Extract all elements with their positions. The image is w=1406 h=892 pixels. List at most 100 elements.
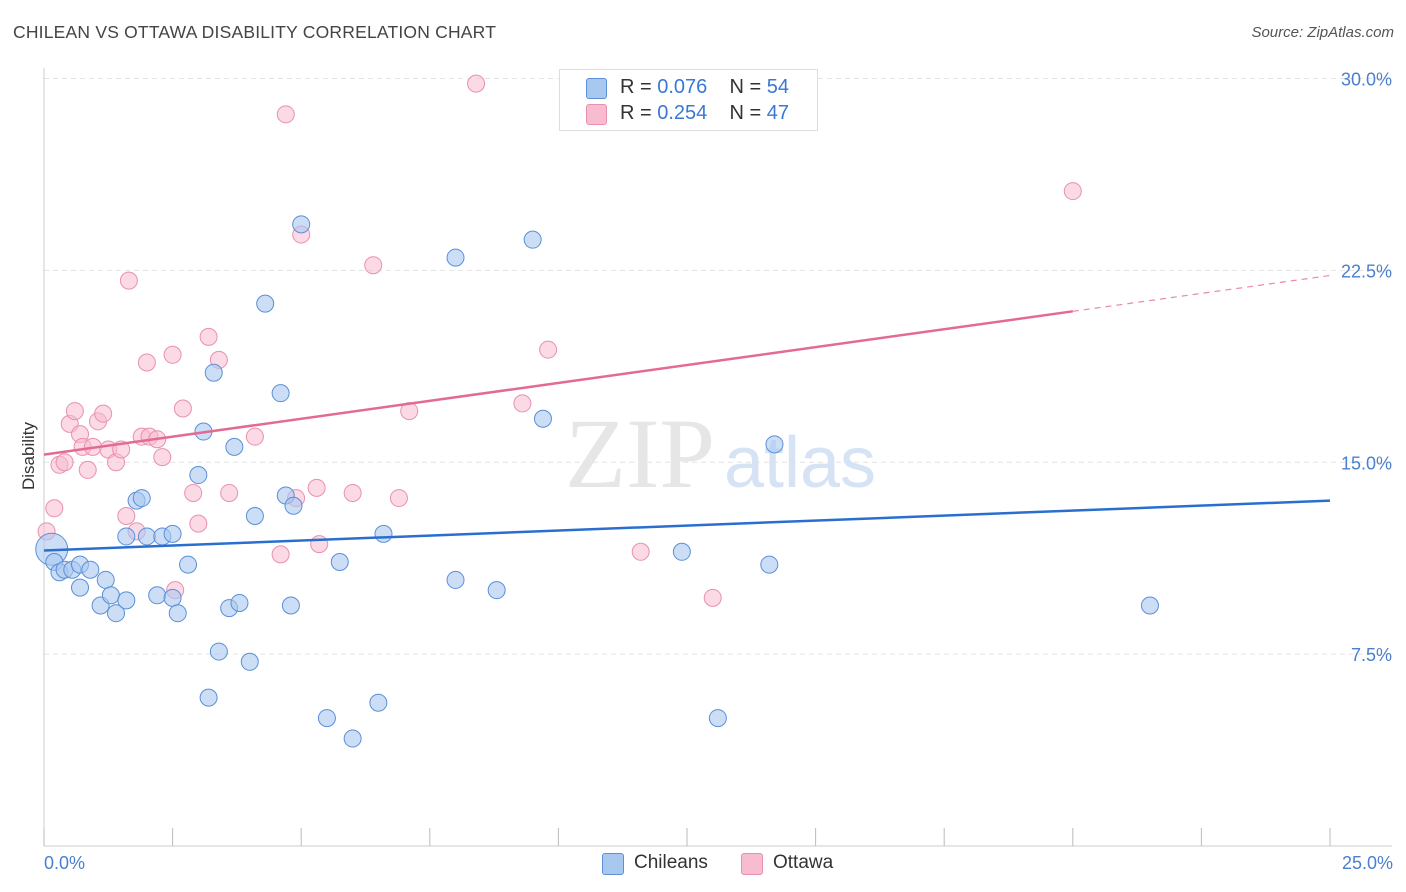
legend-n-value: 47 (766, 102, 790, 124)
chileans-point (189, 466, 208, 485)
chileans-point (225, 437, 244, 456)
chileans-point (256, 294, 275, 313)
pink-swatch (741, 853, 763, 875)
ottawa-point (310, 535, 329, 554)
chileans-point (271, 384, 290, 403)
ottawa-point (78, 460, 97, 479)
chileans-point (245, 506, 264, 525)
chileans-point (284, 496, 303, 515)
chileans-point (760, 555, 779, 574)
ottawa-point (199, 327, 218, 346)
ottawa-point (65, 402, 84, 421)
ottawa-point (45, 499, 64, 518)
ottawa-point (703, 588, 722, 607)
watermark-zip: ZIP (565, 398, 715, 509)
ottawa-point (276, 105, 295, 124)
ottawa-point (539, 340, 558, 359)
ottawa-point (189, 514, 208, 533)
legend-n-label: N = (729, 102, 762, 124)
legend-label-ottawa: Ottawa (773, 852, 834, 873)
ottawa-point (631, 542, 650, 561)
chileans-point (672, 542, 691, 561)
y-tick-label: 30.0% (1341, 70, 1392, 90)
legend-label-chileans: Chileans (634, 852, 708, 873)
ottawa-point (220, 483, 239, 502)
legend-n-label: N = (729, 76, 762, 98)
ottawa-point (119, 271, 138, 290)
chileans-point (523, 230, 542, 249)
chileans-point (317, 709, 336, 728)
ottawa-point (184, 483, 203, 502)
ottawa-point (1063, 182, 1082, 201)
chileans-point (107, 604, 126, 623)
ottawa-point (271, 545, 290, 564)
chileans-point (71, 578, 90, 597)
ottawa-trend-line (43, 310, 1073, 456)
ottawa-point (343, 483, 362, 502)
chileans-point (230, 593, 249, 612)
ottawa-point (173, 399, 192, 418)
chileans-point (163, 524, 182, 543)
correlation-legend: R = 0.076 N = 54 R = 0.254 N = 47 (559, 69, 818, 131)
legend-r-label: R = (620, 76, 652, 98)
chileans-point (446, 570, 465, 589)
chileans-point (148, 586, 167, 605)
chart-title: CHILEAN VS OTTAWA DISABILITY CORRELATION… (13, 22, 497, 42)
blue-swatch (602, 853, 624, 875)
x-tick-label: 25.0% (1342, 853, 1393, 873)
ottawa-point (513, 394, 532, 413)
chileans-point (163, 588, 182, 607)
y-tick-label: 7.5% (1351, 645, 1392, 665)
chileans-point (343, 729, 362, 748)
chileans-point (1140, 596, 1159, 615)
chileans-point (179, 555, 198, 574)
legend-r-value: 0.076 (657, 76, 708, 98)
chileans-point (708, 709, 727, 728)
source-credit: Source: ZipAtlas.com (1251, 24, 1394, 41)
legend-r-label: R = (620, 102, 652, 124)
chileans-point (168, 604, 187, 623)
ottawa-point (137, 353, 156, 372)
ottawa-point (153, 448, 172, 467)
ottawa-point (55, 453, 74, 472)
chileans-point (281, 596, 300, 615)
ottawa-points (37, 74, 1082, 607)
ottawa-point (163, 345, 182, 364)
ottawa-point (307, 478, 326, 497)
ottawa-point (94, 404, 113, 423)
x-tick-label: 0.0% (44, 853, 85, 873)
blue-swatch (586, 78, 607, 99)
chileans-point (209, 642, 228, 661)
chileans-point (240, 652, 259, 671)
chileans-point (199, 688, 218, 707)
chileans-point (81, 560, 100, 579)
chileans-point (132, 489, 151, 508)
tick-labels: 7.5% 15.0% 22.5% 30.0% 0.0% 25.0% (44, 70, 1393, 874)
chileans-trend-line (43, 499, 1331, 552)
axes (43, 68, 1392, 847)
legend-n-value: 54 (766, 76, 790, 98)
ottawa-point (117, 506, 136, 525)
chileans-point (292, 215, 311, 234)
y-tick-label: 22.5% (1341, 261, 1392, 281)
chileans-point (117, 527, 136, 546)
grid-lines (44, 78, 1392, 655)
chileans-point (765, 435, 784, 454)
chileans-point (137, 527, 156, 546)
y-axis-label: Disability (19, 421, 38, 490)
watermark-atlas: atlas (724, 423, 876, 503)
ottawa-point (364, 256, 383, 275)
chileans-point (533, 409, 552, 428)
ottawa-point (467, 74, 486, 93)
legend-r-value: 0.254 (657, 102, 708, 124)
chileans-point (101, 586, 120, 605)
chileans-points (35, 215, 1159, 748)
series-legend: Chileans Ottawa (0, 852, 1406, 878)
trend-lines (43, 274, 1331, 552)
chileans-point (369, 693, 388, 712)
pink-swatch (586, 104, 607, 125)
chileans-point (446, 248, 465, 267)
chileans-point (117, 591, 136, 610)
chileans-point (96, 570, 115, 589)
